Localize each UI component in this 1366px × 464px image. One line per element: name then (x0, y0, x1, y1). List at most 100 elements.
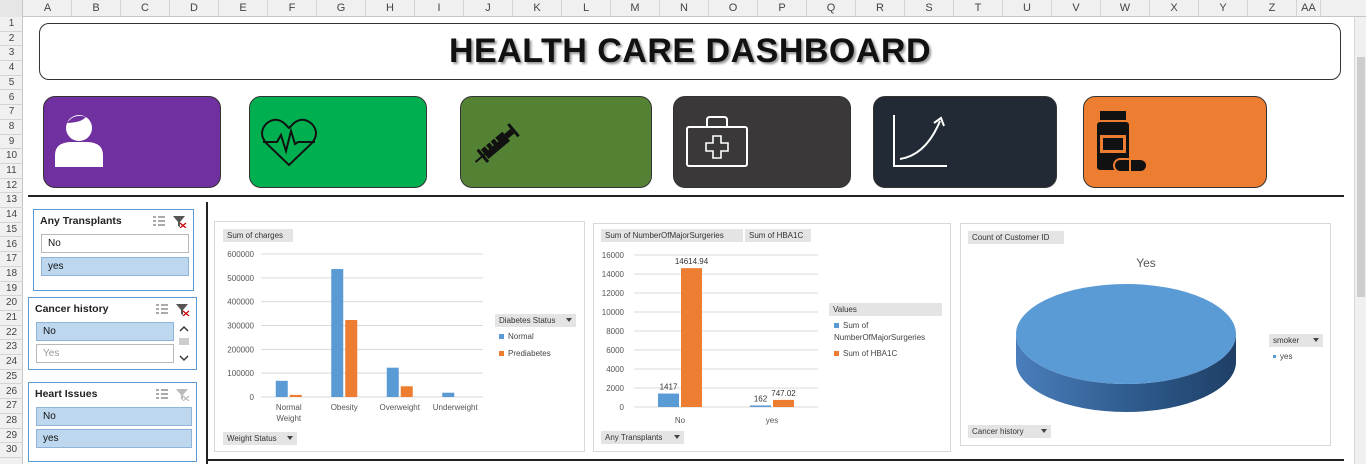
slicer-scrollbar[interactable] (178, 324, 190, 364)
row-header-20[interactable]: 20 (0, 296, 23, 311)
multi-select-icon[interactable] (151, 214, 187, 228)
slicer-item-yes[interactable]: yes (36, 429, 192, 448)
row-header-25[interactable]: 25 (0, 370, 23, 385)
column-header-p[interactable]: P (758, 0, 807, 17)
column-header-a[interactable]: A (24, 0, 72, 17)
row-header-7[interactable]: 7 (0, 105, 23, 120)
column-header-m[interactable]: M (611, 0, 660, 17)
row-header-3[interactable]: 3 (0, 46, 23, 62)
slicer-item-no[interactable]: No (41, 234, 189, 253)
bottom-divider (206, 459, 1344, 461)
legend-title-button[interactable]: Values (829, 303, 942, 316)
legend-label: Normal (508, 332, 534, 341)
value-field-button-1[interactable]: Sum of NumberOfMajorSurgeries (601, 229, 743, 242)
column-header-o[interactable]: O (709, 0, 758, 17)
slicer-item-yes[interactable]: Yes (36, 344, 174, 363)
slicer-heart-issues[interactable]: Heart Issues No yes (28, 382, 197, 462)
syringe-tile[interactable] (460, 96, 652, 188)
dashboard-title-box[interactable]: HEALTH CARE DASHBOARD (39, 23, 1341, 80)
slicer-cancer-history[interactable]: Cancer history No Yes (28, 297, 197, 370)
row-header-29[interactable]: 29 (0, 429, 23, 444)
column-header-j[interactable]: J (464, 0, 513, 17)
scrollbar-thumb[interactable] (1357, 57, 1365, 297)
row-header-14[interactable]: 14 (0, 208, 23, 223)
row-header-1[interactable]: 1 (0, 17, 23, 32)
y-tick-label: 2000 (606, 384, 624, 393)
medicine-tile[interactable] (1083, 96, 1267, 188)
column-header-u[interactable]: U (1003, 0, 1052, 17)
row-header-2[interactable]: 2 (0, 32, 23, 47)
row-header-11[interactable]: 11 (0, 164, 23, 179)
legend-field-button[interactable]: Diabetes Status (495, 314, 576, 327)
column-header-x[interactable]: X (1150, 0, 1199, 17)
column-header-w[interactable]: W (1101, 0, 1150, 17)
row-header-27[interactable]: 27 (0, 399, 23, 414)
value-field-button[interactable]: Count of Customer ID (968, 231, 1064, 244)
row-header-22[interactable]: 22 (0, 326, 23, 341)
row-header-6[interactable]: 6 (0, 91, 23, 106)
multi-select-icon[interactable] (154, 302, 190, 316)
row-header-30[interactable]: 30 (0, 443, 23, 458)
row-header-13[interactable]: 13 (0, 193, 23, 209)
legend-field-button[interactable]: smoker (1269, 334, 1323, 347)
column-header-t[interactable]: T (954, 0, 1003, 17)
slicer-any-transplants[interactable]: Any Transplants No yes (33, 209, 194, 291)
heart-tile[interactable] (249, 96, 427, 188)
row-header-23[interactable]: 23 (0, 340, 23, 356)
row-header-15[interactable]: 15 (0, 223, 23, 238)
row-header-28[interactable]: 28 (0, 414, 23, 429)
column-header-g[interactable]: G (317, 0, 366, 17)
patient-tile[interactable] (43, 96, 221, 188)
filter-field-button[interactable]: Cancer history (968, 425, 1051, 438)
legend-label: Prediabetes (508, 349, 551, 358)
axis-field-button[interactable]: Weight Status (223, 432, 297, 445)
slicer-item-yes[interactable]: yes (41, 257, 189, 276)
row-header-26[interactable]: 26 (0, 385, 23, 400)
value-field-button[interactable]: Sum of charges (223, 229, 293, 242)
row-header-17[interactable]: 17 (0, 252, 23, 267)
column-header-z[interactable]: Z (1248, 0, 1297, 17)
customer-pie-panel[interactable]: Count of Customer ID Yes smoker yes Canc… (960, 223, 1331, 446)
vertical-scrollbar[interactable] (1354, 17, 1366, 464)
slicer-item-no[interactable]: No (36, 322, 174, 341)
slicer-item-no[interactable]: No (36, 407, 192, 426)
row-header-5[interactable]: 5 (0, 76, 23, 91)
trend-tile[interactable] (873, 96, 1057, 188)
column-header-v[interactable]: V (1052, 0, 1101, 17)
charges-chart-panel[interactable]: Sum of charges 0 100000 200000 300000 400000… (214, 221, 585, 452)
row-header-19[interactable]: 19 (0, 282, 23, 297)
y-tick-label: 400000 (227, 298, 254, 307)
bar-hba1c (681, 268, 702, 407)
row-header-18[interactable]: 18 (0, 267, 23, 282)
row-header-16[interactable]: 16 (0, 238, 23, 253)
column-header-l[interactable]: L (562, 0, 611, 17)
value-field-button-2[interactable]: Sum of HBA1C (745, 229, 811, 242)
legend-item-prediabetes: Prediabetes (499, 349, 551, 358)
row-header-12[interactable]: 12 (0, 179, 23, 194)
row-header-21[interactable]: 21 (0, 311, 23, 326)
multi-select-icon[interactable] (154, 387, 190, 401)
column-header-h[interactable]: H (366, 0, 415, 17)
column-header-c[interactable]: C (121, 0, 170, 17)
surgeries-chart-panel[interactable]: Sum of NumberOfMajorSurgeries Sum of HBA… (593, 223, 951, 452)
column-header-r[interactable]: R (856, 0, 905, 17)
column-header-y[interactable]: Y (1199, 0, 1248, 17)
axis-field-button[interactable]: Any Transplants (601, 431, 684, 444)
column-header-s[interactable]: S (905, 0, 954, 17)
row-header-4[interactable]: 4 (0, 61, 23, 76)
medkit-tile[interactable] (673, 96, 851, 188)
column-header-aa[interactable]: AA (1297, 0, 1321, 17)
column-header-e[interactable]: E (219, 0, 268, 17)
column-header-b[interactable]: B (72, 0, 121, 17)
column-header-k[interactable]: K (513, 0, 562, 17)
column-header-n[interactable]: N (660, 0, 709, 17)
column-header-i[interactable]: I (415, 0, 464, 17)
row-header-24[interactable]: 24 (0, 355, 23, 370)
column-header-q[interactable]: Q (807, 0, 856, 17)
row-header-10[interactable]: 10 (0, 149, 23, 164)
column-header-f[interactable]: F (268, 0, 317, 17)
row-header-9[interactable]: 9 (0, 135, 23, 150)
select-all-corner[interactable] (0, 0, 23, 17)
column-header-d[interactable]: D (170, 0, 219, 17)
row-header-8[interactable]: 8 (0, 120, 23, 135)
